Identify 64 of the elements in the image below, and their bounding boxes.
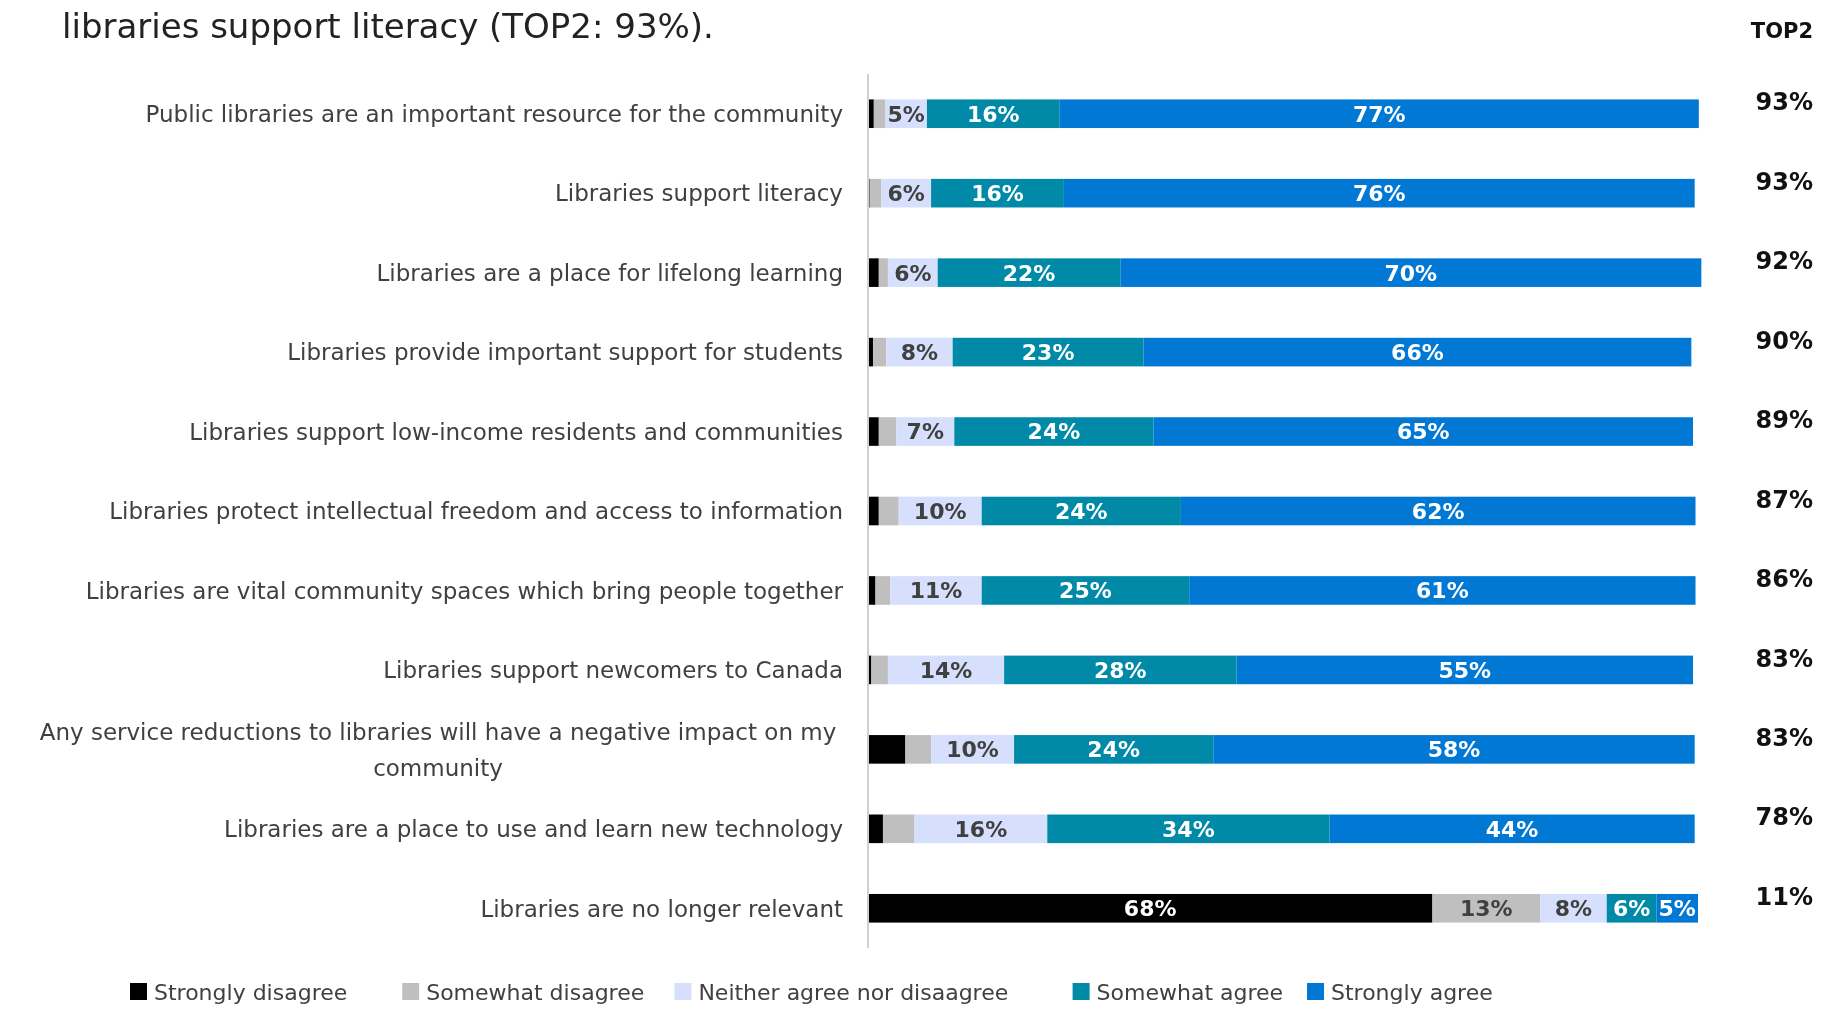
data-label: 66% [1391, 340, 1444, 366]
data-label: 16% [954, 816, 1008, 842]
data-label: 55% [1438, 657, 1492, 683]
data-label: 8% [900, 340, 939, 366]
legend-label: Neither agree nor disaagree [698, 979, 1009, 1005]
legend-label: Strongly agree [1331, 979, 1493, 1005]
y-tick-label: Libraries are a place to use and learn new technology [224, 816, 843, 843]
text: 87% [1755, 485, 1813, 514]
y-tick-label: Libraries support low-income residents and communities [189, 418, 843, 445]
data-label: 65% [1396, 419, 1450, 445]
data-label: 5% [887, 101, 925, 127]
data-label: 16% [971, 181, 1024, 207]
data-label: 28% [1093, 657, 1147, 683]
data-label: 5% [1658, 896, 1696, 922]
text: 92% [1755, 247, 1813, 276]
data-label: 62% [1411, 498, 1465, 524]
data-label: 7% [906, 419, 944, 445]
data-label: 8% [1554, 896, 1593, 922]
text: 93% [1755, 167, 1813, 196]
text: 93% [1755, 88, 1813, 117]
y-tick-label: Libraries are no longer relevant [480, 895, 843, 922]
data-label: 61% [1416, 578, 1469, 604]
data-label: 24% [1027, 419, 1081, 445]
data-label: 77% [1352, 101, 1406, 127]
data-label: 34% [1162, 816, 1215, 842]
y-tick-label: Libraries provide important support for students [287, 339, 843, 366]
data-label: 70% [1384, 260, 1438, 286]
data-label: 6% [1612, 896, 1651, 922]
y-tick-label: Public libraries are an important resource for the community [145, 101, 843, 128]
data-label: 10% [913, 498, 967, 524]
data-label: 25% [1059, 578, 1112, 604]
data-label: 58% [1427, 737, 1481, 763]
data-label: 6% [887, 181, 925, 207]
data-label: 76% [1352, 181, 1406, 207]
data-label: 24% [1054, 498, 1108, 524]
text: 11% [1755, 882, 1813, 911]
data-label: 24% [1087, 737, 1141, 763]
data-label: 68% [1123, 896, 1177, 922]
text: 89% [1755, 406, 1813, 435]
data-label: 44% [1485, 816, 1539, 842]
y-tick-label: Libraries are vital community spaces which bring people together [85, 577, 844, 604]
data-label: 6% [894, 260, 932, 286]
legend-label: Somewhat disagree [426, 979, 645, 1005]
text: 78% [1755, 803, 1813, 832]
text: 90% [1755, 326, 1813, 355]
legend-label: Strongly disagree [154, 979, 348, 1005]
y-tick-label: Libraries are a place for lifelong learning [376, 259, 843, 286]
data-label: 16% [966, 101, 1020, 127]
text: 83% [1755, 724, 1813, 752]
data-label: 22% [1002, 260, 1056, 286]
text: 86% [1755, 565, 1813, 594]
text: libraries support literacy (TOP2: 93%). [62, 6, 714, 46]
data-label: 14% [919, 657, 973, 683]
data-label: 11% [909, 578, 963, 604]
y-tick-label: Any service reductions to libraries will have a negative impact on my community [39, 718, 837, 781]
text: TOP2 [1750, 19, 1813, 43]
text: 83% [1755, 644, 1813, 673]
legend-label: Somewhat agree [1096, 979, 1284, 1005]
data-label: 10% [946, 737, 999, 763]
y-tick-label: Libraries protect intellectual freedom and access to information [109, 498, 843, 525]
data-label: 23% [1021, 340, 1075, 366]
data-label: 13% [1460, 896, 1513, 922]
y-tick-label: Libraries support newcomers to Canada [383, 657, 843, 684]
y-tick-label: Libraries support literacy [554, 180, 843, 207]
